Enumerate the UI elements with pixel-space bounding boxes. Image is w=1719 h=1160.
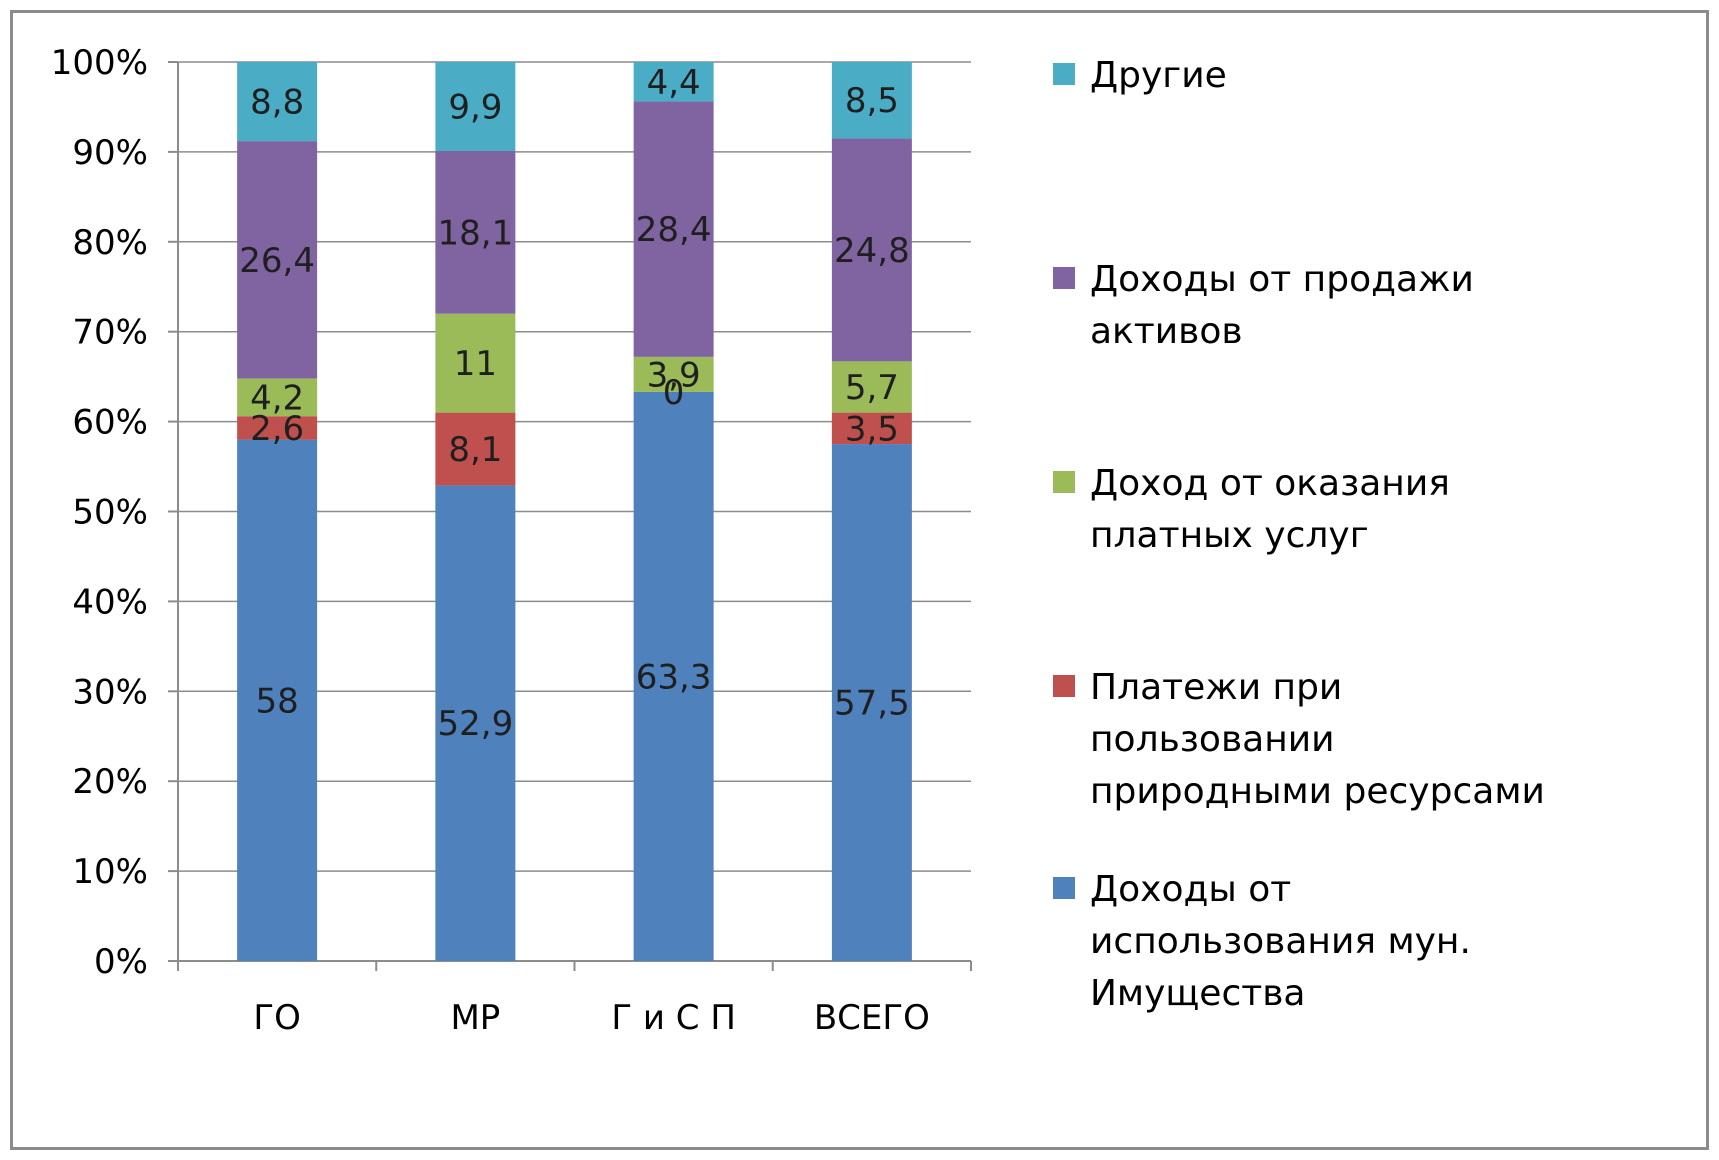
data-label: 0: [663, 373, 685, 413]
y-tick-label: 80%: [72, 223, 148, 263]
bar-segment: [831, 444, 912, 961]
data-label: 8,5: [845, 81, 899, 121]
y-tick-label: 50%: [72, 493, 148, 533]
legend-item: Доходы от продажи активов: [1053, 259, 1474, 352]
legend-item: Доходы от использования мун. Имущества: [1053, 869, 1471, 1014]
data-label: 2,6: [250, 409, 304, 449]
bar-segment: [435, 62, 516, 152]
legend-label: природными ресурсами: [1090, 771, 1545, 812]
bar-segment: [237, 62, 318, 142]
x-category-label: МР: [450, 998, 500, 1038]
data-label: 4,4: [647, 63, 701, 103]
bar-segment: [435, 151, 516, 314]
bar-segment: [237, 439, 318, 962]
data-label: 58: [255, 681, 298, 721]
data-label: 8,8: [250, 83, 304, 123]
legend-swatch: [1053, 877, 1075, 899]
y-tick-label: 100%: [51, 43, 148, 83]
legend-swatch: [1053, 471, 1075, 493]
bar-segment: [237, 141, 318, 379]
y-tick-label: 60%: [72, 403, 148, 443]
x-category-label: Г и С П: [611, 998, 736, 1038]
data-label: 18,1: [438, 213, 514, 253]
data-labels: 58 2,64,2 26,4 8,8 52,9 8,1 11 18,1 9,9 63,3 03,9 2…: [239, 63, 909, 744]
legend-label: Доход от оказания: [1090, 463, 1450, 504]
data-label: 4,2: [250, 378, 304, 418]
legend-label: Другие: [1090, 55, 1227, 96]
data-label: 11: [454, 344, 497, 384]
bar-segment: [435, 313, 516, 413]
bar-segment: [831, 138, 912, 362]
data-label: 3,9: [647, 355, 701, 395]
y-tick-label: 90%: [72, 133, 148, 173]
legend-label: платных услуг: [1090, 515, 1369, 556]
x-category-label: ВСЕГО: [814, 998, 930, 1038]
bar-segment: [831, 62, 912, 139]
data-label: 24,8: [834, 231, 910, 271]
legend-swatch: [1053, 267, 1075, 289]
data-label: 9,9: [448, 88, 502, 128]
bar-segment: [237, 378, 318, 417]
legend-swatch: [1053, 675, 1075, 697]
bar-segment: [435, 485, 516, 961]
y-tick-label: 30%: [72, 672, 148, 712]
data-label: 26,4: [239, 241, 315, 281]
legend-label: Доходы от продажи: [1090, 259, 1474, 300]
axes: 0% 10% 20% 30% 40% 50% 60% 70% 80% 90% 100% ГО МР Г и…: [51, 43, 972, 1038]
legend-label: использования мун.: [1090, 921, 1471, 962]
bar-segment: [237, 416, 318, 440]
bar-segment: [831, 361, 912, 413]
legend-label: Платежи при: [1090, 667, 1342, 708]
legend-label: активов: [1090, 311, 1243, 352]
bars: [237, 62, 912, 962]
bar-segment: [435, 412, 516, 486]
bar-segment: [633, 356, 714, 392]
chart-container: 58 2,6 4,2 26,4 8,8 52,9 8,1 11 18,1 9,9 63,3 0 3,9 2…: [10, 10, 1709, 1150]
legend-swatch: [1053, 63, 1075, 85]
legend-item: Другие: [1053, 55, 1227, 96]
bar-segment: [633, 391, 714, 962]
data-label: 8,1: [448, 430, 502, 470]
bar-segment: [633, 62, 714, 102]
bar-segment: [633, 101, 714, 357]
y-tick-label: 40%: [72, 582, 148, 622]
bar-segment: [831, 412, 912, 445]
legend-label: Доходы от: [1090, 869, 1291, 910]
data-label: 28,4: [636, 210, 712, 250]
data-label: 5,7: [845, 368, 899, 408]
x-category-label: ГО: [253, 998, 301, 1038]
data-label: 3,5: [845, 409, 899, 449]
legend-label: Имущества: [1090, 973, 1306, 1014]
data-label: 57,5: [834, 684, 910, 724]
legend-item: Платежи при пользовании природными ресурса…: [1053, 667, 1545, 812]
y-tick-label: 70%: [72, 313, 148, 353]
data-label: 52,9: [438, 704, 514, 744]
y-tick-label: 20%: [72, 762, 148, 802]
y-tick-label: 0%: [94, 942, 148, 982]
legend: Другие Доходы от продажи активов Доход от о…: [1053, 55, 1545, 1014]
legend-item: Доход от оказания платных услуг: [1053, 463, 1450, 556]
data-label: 63,3: [636, 657, 712, 697]
y-tick-label: 10%: [72, 852, 148, 892]
stacked-bar-chart: 58 2,64,2 26,4 8,8 52,9 8,1 11 18,1 9,9 63,3 03,9 2…: [51, 43, 1545, 1038]
legend-label: пользовании: [1090, 719, 1335, 760]
